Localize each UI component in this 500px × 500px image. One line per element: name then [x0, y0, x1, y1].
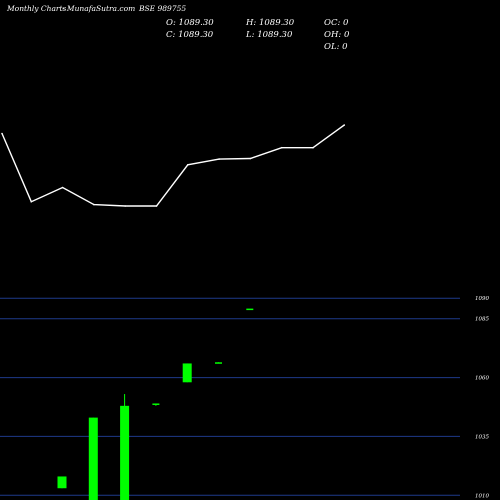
price-line-panel [1, 124, 346, 207]
price-line-point [155, 205, 158, 207]
price-line-point [1, 132, 3, 135]
low-value: L: 1089.30 [246, 30, 293, 40]
ol-value: OL: 0 [324, 42, 348, 52]
y-tick-label: 1035 [475, 434, 489, 440]
high-value: H: 1089.30 [246, 18, 295, 28]
candle-body [215, 362, 222, 364]
close-value: C: 1089.30 [166, 30, 214, 40]
y-tick-label: 1060 [475, 376, 489, 382]
price-line-point [61, 186, 64, 189]
price-line-point [218, 158, 220, 160]
candle-body [120, 405, 130, 500]
open-value: O: 1089.30 [166, 18, 214, 28]
candle-body [88, 417, 98, 500]
candle-body [57, 476, 67, 489]
candle-body [152, 403, 160, 405]
price-line-point [30, 200, 33, 203]
site-name-text: MunafaSutra.com [66, 4, 136, 13]
price-line-point [124, 205, 126, 207]
y-tick-label: 1085 [475, 317, 489, 323]
candlestick-panel [57, 308, 254, 500]
price-line [1, 124, 345, 207]
price-line-point [280, 146, 283, 149]
site-name-label: - MunafaSutra.com [62, 4, 136, 13]
y-tick-label: 1010 [475, 493, 489, 499]
price-line-point [249, 157, 252, 160]
oc-value: OC: 0 [324, 18, 349, 28]
price-line-point [343, 124, 346, 126]
candle-body [246, 308, 254, 311]
chart-kind-label: Monthly Charts [7, 4, 67, 13]
price-line-point [312, 146, 314, 149]
price-line-point [93, 203, 95, 206]
candle-body [182, 363, 192, 383]
volume-gridlines [0, 297, 460, 496]
oh-value: OH: 0 [324, 30, 350, 40]
symbol-label: BSE 989755 [139, 4, 187, 13]
price-line-point [187, 164, 189, 166]
y-axis-ticks: 1090 1085 1060 1035 1010 [475, 296, 489, 499]
y-tick-label: 1090 [475, 296, 489, 302]
